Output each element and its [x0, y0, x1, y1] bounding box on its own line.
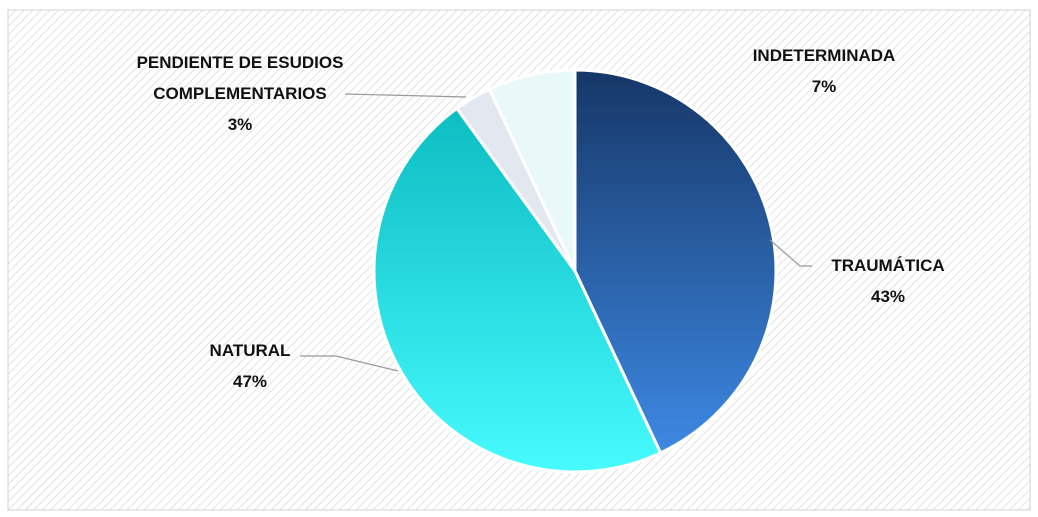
value-label: 43% — [870, 287, 906, 306]
pie-slice — [573, 68, 778, 455]
pie-slice — [487, 68, 577, 272]
leader-line — [344, 93, 467, 98]
category-label: INDETERMINADA — [752, 46, 896, 65]
category-label: TRAUMÁTICA — [831, 256, 945, 275]
slice-label: TRAUMÁTICA 43% — [763, 250, 1013, 312]
pie — [372, 68, 778, 474]
value-label: 47% — [232, 372, 268, 391]
slice-label: INDETERMINADA 7% — [699, 40, 949, 102]
value-label: 3% — [227, 115, 253, 134]
leader-line — [300, 355, 399, 372]
value-label: 7% — [811, 77, 837, 96]
category-label: NATURAL — [209, 341, 291, 360]
category-label: PENDIENTE DE ESUDIOS COMPLEMENTARIOS — [136, 53, 344, 103]
slice-label: NATURAL 47% — [125, 335, 375, 397]
slice-label: PENDIENTE DE ESUDIOS COMPLEMENTARIOS 3% — [115, 47, 365, 140]
leader-line — [769, 239, 812, 267]
pie-slice — [372, 106, 663, 474]
leader-lines — [300, 93, 812, 372]
